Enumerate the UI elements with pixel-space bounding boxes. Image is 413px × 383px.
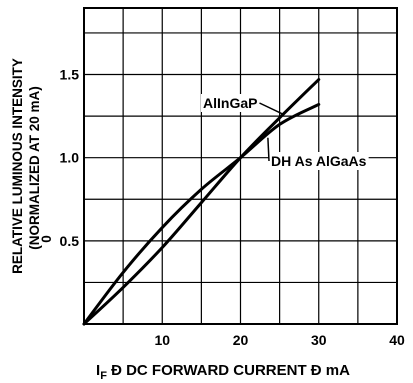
series-group (82, 78, 321, 326)
label-bg-algaas (269, 152, 369, 170)
series-line-alingap (82, 78, 321, 326)
leader-line-algaas (267, 137, 270, 162)
x-axis-label: IF Ð DC FORWARD CURRENT Ð mA (96, 362, 350, 382)
y-tick-label: 1.0 (60, 150, 80, 166)
y-axis-label-glyph: 0 (39, 235, 54, 243)
x-tick-label: 20 (233, 332, 249, 348)
y-tick-label: 0.5 (60, 233, 80, 249)
plot-frame (83, 7, 398, 325)
x-tick-label: 10 (154, 332, 170, 348)
y-tick-label: 1.5 (60, 67, 80, 83)
x-axis-label-text: Ð DC FORWARD CURRENT Ð mA (107, 362, 350, 379)
series-label-dh-as-algaas: DH As AlGaAs (271, 153, 367, 169)
x-axis-label-symbol: I (96, 362, 100, 379)
y-axis-label-line1: RELATIVE LUMINOUS INTENSITY (10, 58, 25, 274)
label-bg-alingap (201, 94, 260, 112)
tick-labels: 0.5 1.0 1.5 10 20 30 40 (60, 67, 405, 348)
x-tick-label: 40 (389, 332, 405, 348)
series-label-alingap: AlInGaP (203, 95, 257, 111)
x-tick-label: 30 (311, 332, 327, 348)
leader-line-alingap (259, 102, 284, 116)
x-axis-label-subscript: F (100, 370, 107, 382)
y-axis-label-line2: (NORMALIZED AT 20 mA) (27, 86, 42, 250)
series-line-dh-as-algaas (82, 102, 321, 326)
